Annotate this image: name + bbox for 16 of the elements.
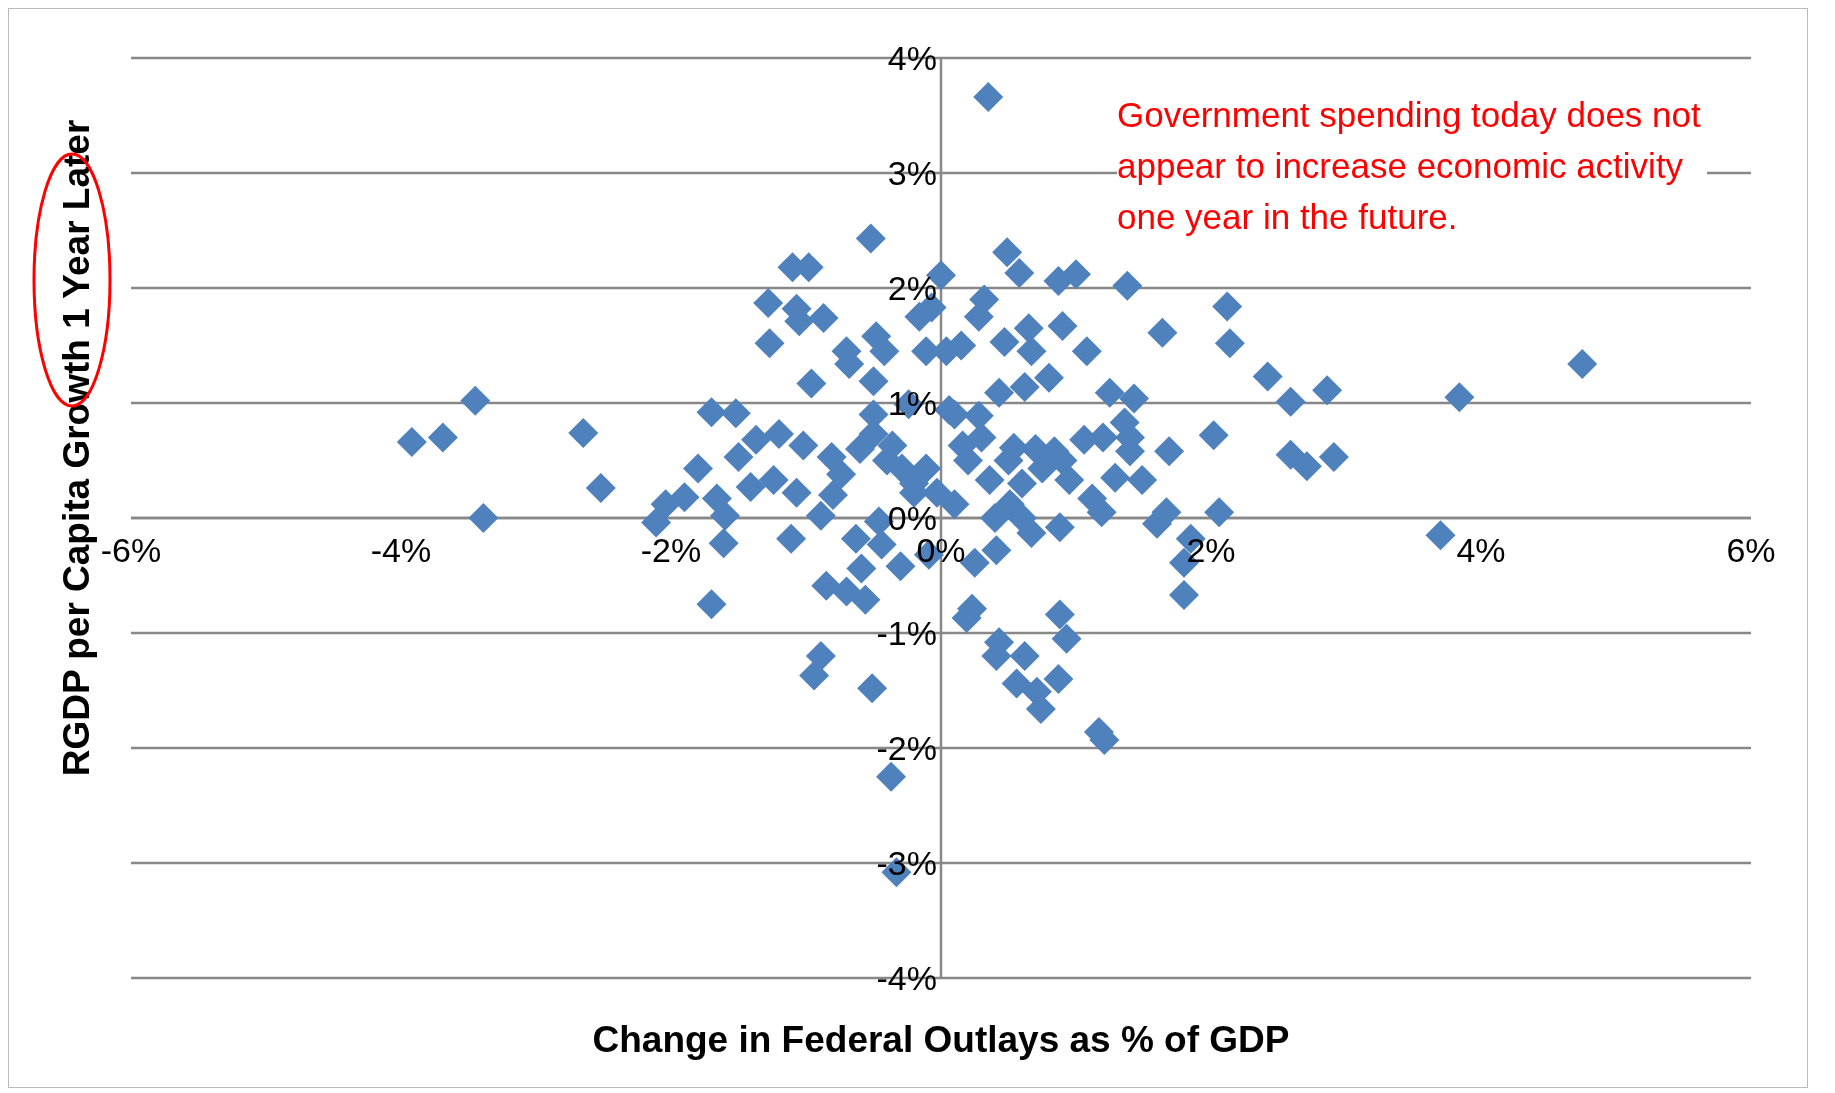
y-axis-title: RGDP per Capita Growth 1 Year Later <box>56 119 97 777</box>
y-tick-label: -2% <box>876 729 937 767</box>
y-tick-label: 0% <box>887 499 937 537</box>
y-tick-label: 4% <box>887 39 937 77</box>
x-axis-title: Change in Federal Outlays as % of GDP <box>591 1019 1291 1061</box>
y-tick-label: -1% <box>876 614 937 652</box>
x-tick-label: -2% <box>640 531 702 569</box>
y-tick-label: -4% <box>876 959 937 997</box>
x-tick-label: -6% <box>100 531 162 569</box>
x-tick-label: 4% <box>1456 531 1506 569</box>
y-tick-label: -3% <box>876 844 937 882</box>
y-tick-label: 2% <box>887 269 937 307</box>
x-tick-label: -4% <box>370 531 432 569</box>
annotation: Government spending today does not appear to increase economic activity one year in the future. <box>1117 89 1707 242</box>
y-tick-label: 3% <box>887 154 937 192</box>
x-tick-label: 6% <box>1726 531 1776 569</box>
